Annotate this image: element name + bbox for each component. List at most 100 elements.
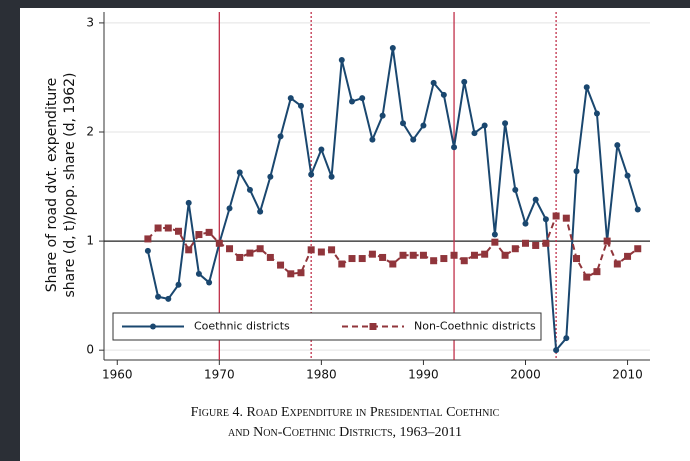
point: [603, 237, 611, 245]
point: [226, 245, 234, 253]
point: [634, 206, 641, 213]
point: [481, 122, 488, 129]
point: [562, 214, 570, 222]
point: [389, 45, 396, 51]
point: [440, 91, 447, 98]
x-tick-label: 2010: [612, 368, 643, 382]
point: [206, 279, 213, 286]
point: [573, 255, 581, 263]
point: [369, 136, 376, 143]
point: [400, 120, 407, 127]
point: [409, 251, 417, 259]
point: [164, 224, 172, 232]
point: [419, 251, 427, 259]
point: [246, 186, 253, 193]
point: [481, 250, 489, 258]
point: [175, 227, 183, 235]
point: [624, 172, 631, 179]
point: [287, 95, 294, 102]
point: [440, 255, 448, 263]
point: [348, 98, 355, 105]
y-tick-label: 2: [86, 125, 94, 139]
point: [583, 273, 591, 281]
point: [461, 78, 468, 85]
point: [368, 250, 376, 258]
point: [144, 235, 152, 243]
point: [471, 130, 478, 137]
y-axis-label: share (d, t)/pop. share (d, 1962): [62, 72, 78, 297]
point: [563, 335, 570, 342]
point: [195, 231, 203, 239]
point: [175, 281, 182, 288]
point: [399, 251, 407, 259]
point: [410, 136, 417, 143]
x-tick-label: 1970: [204, 368, 235, 382]
point: [634, 245, 642, 253]
point: [542, 216, 549, 223]
point: [593, 110, 600, 117]
legend-marker: [369, 323, 377, 330]
point: [460, 257, 468, 265]
point: [532, 241, 540, 249]
point: [297, 102, 304, 109]
caption: Figure 4. Road Expenditure in Presidenti…: [191, 405, 500, 420]
point: [553, 347, 560, 354]
point: [501, 251, 509, 259]
point: [614, 142, 621, 149]
point: [205, 228, 213, 236]
point: [502, 120, 509, 127]
point: [430, 79, 437, 86]
point: [348, 255, 356, 263]
point: [613, 260, 621, 268]
point: [542, 239, 550, 247]
point: [624, 252, 632, 260]
point: [358, 255, 366, 263]
point: [389, 260, 397, 268]
y-tick-label: 3: [86, 15, 94, 29]
point: [287, 270, 295, 278]
point: [185, 246, 193, 254]
point: [521, 239, 529, 247]
point: [195, 270, 202, 277]
point: [522, 220, 529, 227]
point: [267, 173, 274, 180]
point: [236, 169, 243, 176]
point: [307, 246, 315, 254]
point: [450, 251, 458, 259]
point: [379, 112, 386, 119]
legend: [112, 312, 542, 341]
x-tick-label: 2000: [510, 368, 541, 382]
y-axis-label: Share of road dvt. expenditure: [44, 78, 60, 293]
point: [338, 57, 345, 63]
x-tick-label: 1990: [408, 368, 439, 382]
point: [256, 245, 264, 253]
point: [328, 173, 335, 180]
point: [328, 246, 336, 254]
point: [583, 84, 590, 91]
point: [491, 238, 499, 246]
panel: [20, 8, 690, 461]
point: [277, 133, 284, 140]
point: [297, 269, 305, 277]
point: [317, 248, 325, 256]
point: [573, 168, 580, 175]
point: [144, 247, 151, 254]
x-tick-label: 1960: [102, 368, 133, 382]
point: [470, 251, 478, 259]
point: [338, 260, 346, 268]
y-tick-label: 1: [86, 234, 94, 248]
x-tick-label: 1980: [306, 368, 337, 382]
point: [420, 122, 427, 129]
point: [154, 224, 162, 232]
point: [236, 253, 244, 261]
point: [277, 261, 285, 269]
y-tick-label: 0: [86, 343, 94, 357]
point: [552, 212, 560, 220]
point: [165, 295, 172, 302]
caption: and Non-Coethnic Districts, 1963–2011: [228, 425, 462, 440]
legend-label: Coethnic districts: [194, 320, 290, 333]
point: [491, 231, 498, 238]
point: [257, 208, 264, 215]
point: [379, 253, 387, 261]
